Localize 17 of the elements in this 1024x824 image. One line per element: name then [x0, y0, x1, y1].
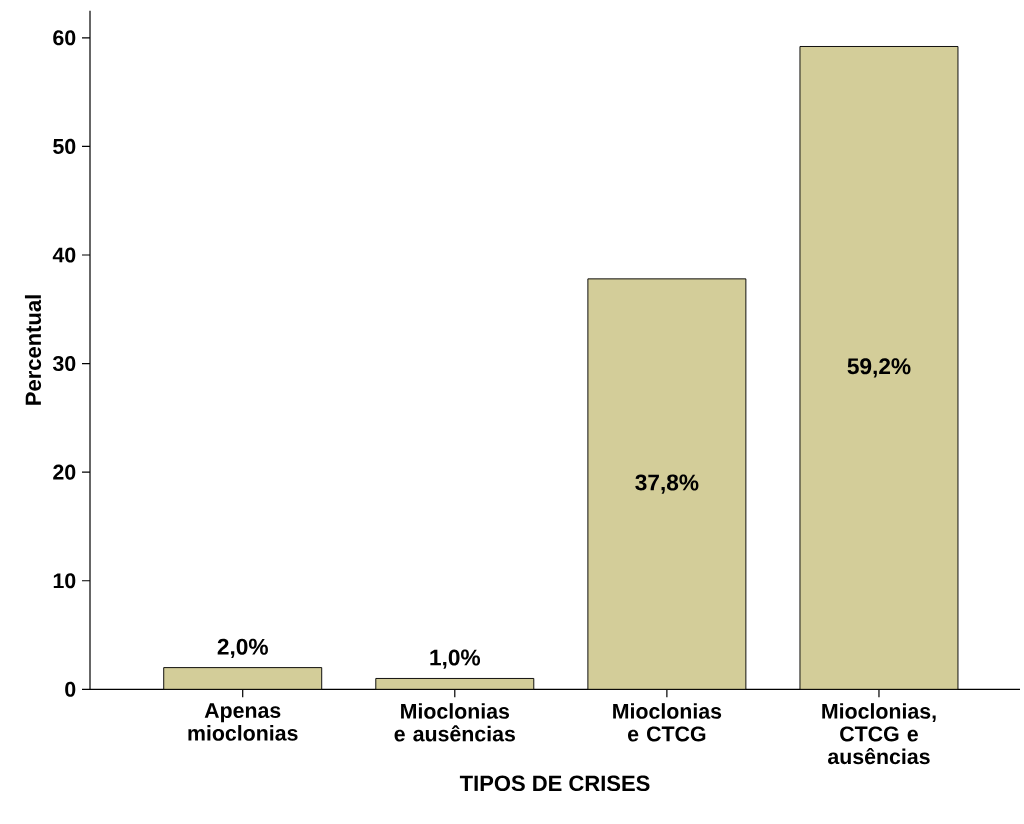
x-tick-label: Apenas mioclonias — [188, 703, 298, 741]
data-label: 59,2% — [847, 358, 911, 378]
y-tick-label: 40 — [52, 247, 76, 263]
y-tick-label: 10 — [53, 573, 76, 589]
x-tick-label: Mioclonias e CTCG — [613, 703, 722, 742]
y-tick-label: 30 — [52, 356, 76, 372]
x-axis-title: TIPOS DE CRISES — [459, 775, 650, 792]
x-tick-label: Mioclonias, CTCG e ausências — [822, 703, 936, 765]
data-label: 37,8% — [635, 474, 699, 494]
data-label: 1,0% — [430, 649, 481, 669]
x-tick-label: Mioclonias e ausências — [394, 703, 515, 742]
y-tick-label: 0 — [65, 681, 76, 697]
y-tick-label: 50 — [53, 138, 76, 154]
y-tick-label: 20 — [53, 464, 76, 480]
data-label: 2,0% — [217, 638, 268, 659]
y-axis-title: Percentual — [24, 295, 42, 405]
y-tick-label: 60 — [53, 30, 76, 46]
